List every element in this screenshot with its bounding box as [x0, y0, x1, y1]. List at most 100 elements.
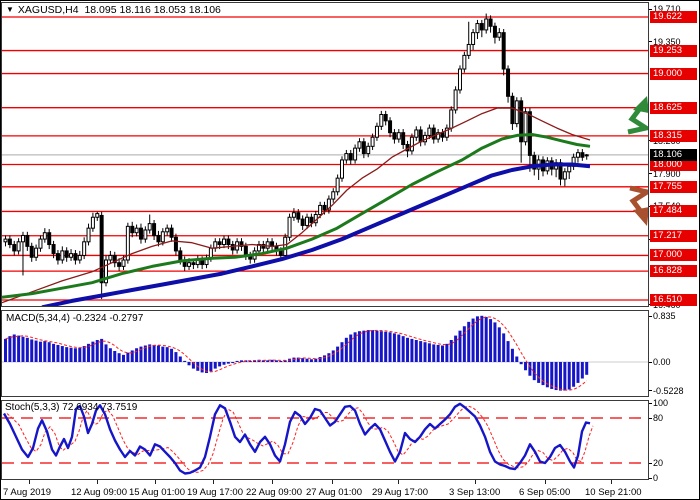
macd-histogram-bar	[143, 345, 147, 362]
candle	[99, 211, 104, 300]
candle	[353, 144, 358, 164]
macd-histogram-bar	[139, 346, 143, 362]
price-level-label[interactable]: 17.000	[650, 249, 697, 262]
macd-panel[interactable]	[1, 310, 649, 397]
stoch-axis-tick: 100	[653, 398, 669, 408]
time-axis-tick-mark	[155, 480, 156, 484]
candle	[195, 255, 200, 269]
macd-histogram-bar	[38, 341, 42, 362]
ma-slow-line[interactable]	[41, 162, 591, 307]
candle	[261, 240, 266, 253]
candle	[160, 228, 165, 246]
time-axis-label: 27 Aug 01:00	[306, 487, 362, 498]
macd-histogram-bar	[17, 335, 21, 362]
macd-histogram-bar	[205, 362, 209, 373]
price-level-label[interactable]: 16.828	[650, 265, 697, 278]
price-level-label[interactable]: 17.484	[650, 205, 697, 218]
macd-histogram-bar	[371, 330, 375, 362]
macd-axis-tick-mark	[649, 315, 652, 317]
macd-histogram-bar	[60, 346, 64, 362]
macd-histogram-bar	[331, 350, 335, 362]
candle	[444, 124, 449, 141]
macd-histogram-bar	[4, 338, 7, 362]
macd-histogram-bar	[314, 358, 318, 362]
symbol-dropdown-icon[interactable]: ▼	[6, 5, 14, 14]
time-axis-tick-mark	[611, 480, 612, 484]
time-axis-label: 12 Aug 09:00	[71, 487, 127, 498]
ma-mid-line[interactable]	[2, 133, 591, 299]
stoch-axis-tick-mark	[649, 462, 652, 464]
price-level-label[interactable]: 18.315	[650, 129, 697, 142]
candle	[147, 214, 152, 234]
macd-histogram-bar	[554, 362, 558, 391]
time-axis-tick-mark	[332, 480, 333, 484]
current-price-label: 18.106	[650, 148, 697, 161]
candle	[374, 122, 379, 141]
stoch-axis-tick-mark	[649, 477, 652, 479]
time-axis-label: 15 Aug 01:00	[129, 487, 185, 498]
macd-canvas[interactable]	[2, 311, 648, 396]
time-axis-label: 3 Sep 13:00	[449, 487, 501, 498]
up-arrow-icon[interactable]	[627, 105, 648, 135]
macd-histogram-bar	[25, 337, 29, 362]
stoch-axis-tick-mark	[649, 402, 652, 404]
candle	[152, 219, 157, 240]
down-arrow-icon-head	[633, 207, 648, 226]
macd-histogram-bar	[218, 362, 222, 367]
main-price-panel[interactable]	[1, 2, 649, 307]
macd-histogram-bar	[585, 362, 589, 375]
time-axis-label: 7 Aug 2019	[3, 487, 52, 498]
price-level-label[interactable]: 18.625	[650, 101, 697, 114]
macd-histogram-bar	[475, 316, 479, 362]
price-scale[interactable]: 19.71019.35018.26017.90017.54017.18016.4…	[649, 1, 699, 499]
macd-histogram-bar	[323, 355, 327, 362]
macd-histogram-bar	[91, 341, 95, 362]
macd-histogram-bar	[436, 344, 440, 362]
macd-histogram-bar	[541, 362, 545, 386]
macd-histogram-bar	[454, 335, 458, 362]
stochastic-canvas[interactable]	[2, 401, 648, 479]
macd-histogram-bar	[100, 338, 104, 362]
macd-histogram-bar	[305, 358, 309, 362]
macd-histogram-bar	[545, 362, 549, 388]
price-level-label[interactable]: 16.510	[650, 294, 697, 306]
macd-histogram-bar	[209, 362, 213, 372]
candle	[562, 168, 567, 187]
macd-axis-tick-mark	[649, 390, 652, 392]
candle	[388, 117, 393, 138]
price-level-label[interactable]: 18.000	[650, 158, 697, 171]
candle	[222, 235, 226, 249]
main-chart-canvas[interactable]	[2, 3, 648, 306]
candle	[239, 238, 244, 251]
macd-histogram-bar	[148, 344, 152, 362]
macd-histogram-bar	[152, 344, 156, 362]
price-level-label[interactable]: 17.755	[650, 180, 697, 193]
candle	[471, 29, 476, 50]
stoch-k-line	[2, 402, 591, 475]
candle	[554, 159, 559, 178]
macd-histogram-bar	[392, 333, 396, 362]
macd-histogram-bar	[78, 347, 82, 362]
stochastic-name: Stoch(5,3,3)	[5, 402, 60, 413]
price-level-label[interactable]: 19.000	[650, 67, 697, 80]
stochastic-panel[interactable]	[1, 400, 649, 480]
macd-histogram-bar	[213, 362, 217, 369]
candle	[427, 124, 432, 140]
candle	[370, 133, 375, 150]
candle	[414, 126, 419, 141]
macd-histogram-bar	[108, 348, 112, 362]
macd-histogram-bar	[401, 336, 405, 362]
macd-histogram-bar	[12, 334, 16, 362]
price-level-label[interactable]: 19.253	[650, 44, 697, 57]
price-level-label[interactable]: 19.622	[650, 11, 697, 23]
candle	[296, 209, 301, 223]
down-arrow-icon[interactable]	[629, 185, 648, 215]
macd-histogram-bar	[191, 362, 195, 369]
ma-fast-line[interactable]	[2, 107, 591, 304]
candle	[42, 228, 47, 243]
macd-histogram-bar	[135, 348, 139, 362]
candle	[29, 242, 34, 262]
macd-histogram-bar	[248, 360, 252, 362]
candle	[182, 256, 187, 271]
price-level-label[interactable]: 17.217	[650, 229, 697, 242]
